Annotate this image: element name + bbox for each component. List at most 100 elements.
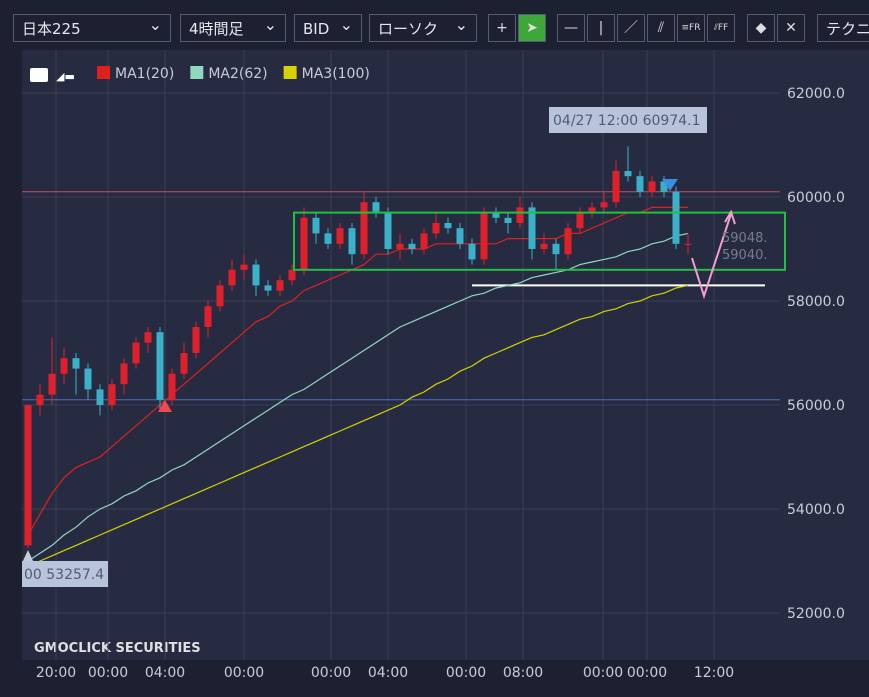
candle-body: [288, 269, 296, 281]
candle-body: [168, 373, 176, 400]
candle-body: [336, 228, 344, 244]
candle-body: [276, 280, 284, 291]
chart: ◢▬ GMOCLICK SECURITIES 20:00 00:00 04:00 00…: [22, 50, 869, 681]
y-tick-label: 62000.0: [787, 86, 845, 102]
candle-body: [636, 176, 644, 192]
candle-body: [432, 223, 440, 234]
time-label: 00:00: [311, 665, 351, 681]
candle-body: [264, 285, 272, 291]
candle-body: [576, 212, 584, 229]
high-label-box: [549, 107, 707, 133]
candle-body: [516, 207, 524, 223]
plot-bg: [22, 50, 869, 660]
legend-label: MA3(100): [302, 66, 370, 82]
sell-marker: [662, 179, 678, 191]
low-label-box: [22, 561, 108, 587]
legend-label: MA2(62): [208, 66, 267, 82]
range-box: [293, 211, 786, 271]
candle-body: [228, 269, 236, 286]
candle-body: [348, 228, 356, 255]
arrow-icon: ◢▬: [56, 70, 75, 83]
candle-body: [48, 373, 56, 395]
candle-body: [60, 358, 68, 374]
symbol-select[interactable]: 日本225: [13, 11, 171, 42]
candle-body: [240, 264, 248, 270]
crosshair-button[interactable]: +: [488, 14, 516, 42]
y-tick-label: 56000.0: [787, 398, 845, 414]
time-label: 08:00: [503, 665, 543, 681]
watermark: GMOCLICK SECURITIES: [34, 641, 201, 656]
candle-body: [648, 181, 656, 192]
legend-swatch: [190, 66, 204, 79]
candle-body: [120, 363, 128, 385]
candle-body: [456, 228, 464, 244]
candle-body: [72, 358, 80, 369]
candle-body: [672, 191, 680, 244]
candle-body: [180, 353, 188, 374]
candle-body: [36, 394, 44, 405]
candle-body: [684, 243, 692, 245]
ma-line: [27, 206, 688, 536]
candle-body: [84, 368, 92, 390]
price-type-select[interactable]: BID: [294, 11, 362, 42]
candle-body: [660, 181, 668, 192]
candle-body: [420, 233, 428, 249]
eraser-button[interactable]: ◆: [747, 14, 775, 42]
ma-line: [27, 284, 689, 567]
candle-body: [144, 332, 152, 343]
drawn-arrow: [691, 209, 736, 300]
candle-body: [324, 233, 332, 244]
low-label: 00 53257.4: [24, 567, 104, 583]
y-tick-label: 60000.0: [787, 190, 845, 206]
timeframe-select[interactable]: 4時間足: [180, 11, 286, 42]
hline-button[interactable]: —: [557, 14, 585, 42]
time-label: 20:00: [36, 665, 76, 681]
right-label: 59048.: [722, 231, 768, 246]
erase-all-button[interactable]: ✕: [777, 14, 805, 42]
low-marker: [22, 550, 34, 563]
comment-icon: [30, 68, 48, 82]
candle-body: [540, 243, 548, 249]
time-label: 04:00: [368, 665, 408, 681]
candle-body: [468, 243, 476, 260]
y-tick-label: 54000.0: [787, 502, 845, 518]
candle-body: [528, 207, 536, 249]
candle-body: [552, 243, 560, 255]
candle-body: [564, 228, 572, 255]
candle-body: [216, 285, 224, 307]
legend-swatch: [97, 66, 110, 79]
candle-body: [624, 171, 632, 177]
time-label: 12:00: [694, 665, 734, 681]
candle-body: [204, 306, 212, 327]
candle-body: [408, 243, 416, 249]
legend-label: MA1(20): [115, 66, 174, 82]
candle-body: [312, 217, 320, 234]
candle-body: [132, 342, 140, 364]
high-label: 04/27 12:00 60974.1: [553, 113, 701, 129]
vline-button[interactable]: |: [587, 14, 615, 42]
candle-body: [96, 389, 104, 405]
candle-body: [588, 207, 596, 213]
buy-marker: [158, 400, 172, 412]
channel-button[interactable]: ⫽: [647, 14, 675, 42]
ma-line: [27, 232, 689, 562]
time-label: 00:00: [88, 665, 128, 681]
candle-body: [504, 217, 512, 223]
right-label: 59040.: [722, 248, 768, 263]
candle-body: [300, 217, 308, 270]
trendline-button[interactable]: ／: [617, 14, 645, 42]
time-label: 04:00: [145, 665, 185, 681]
fibo-retrace-button[interactable]: ≡FR: [677, 14, 705, 42]
candle-body: [24, 405, 32, 546]
candle-body: [480, 212, 488, 260]
candle-body: [156, 332, 164, 400]
fibo-fan-button[interactable]: ⫽FF: [707, 14, 735, 42]
candle-body: [252, 264, 260, 286]
candle-body: [192, 327, 200, 353]
chart-style-select[interactable]: ローソク: [369, 11, 477, 42]
candle-body: [360, 202, 368, 255]
pointer-button[interactable]: ➤: [518, 14, 546, 42]
candle-body: [372, 202, 380, 213]
technical-button[interactable]: テクニ: [817, 14, 869, 42]
